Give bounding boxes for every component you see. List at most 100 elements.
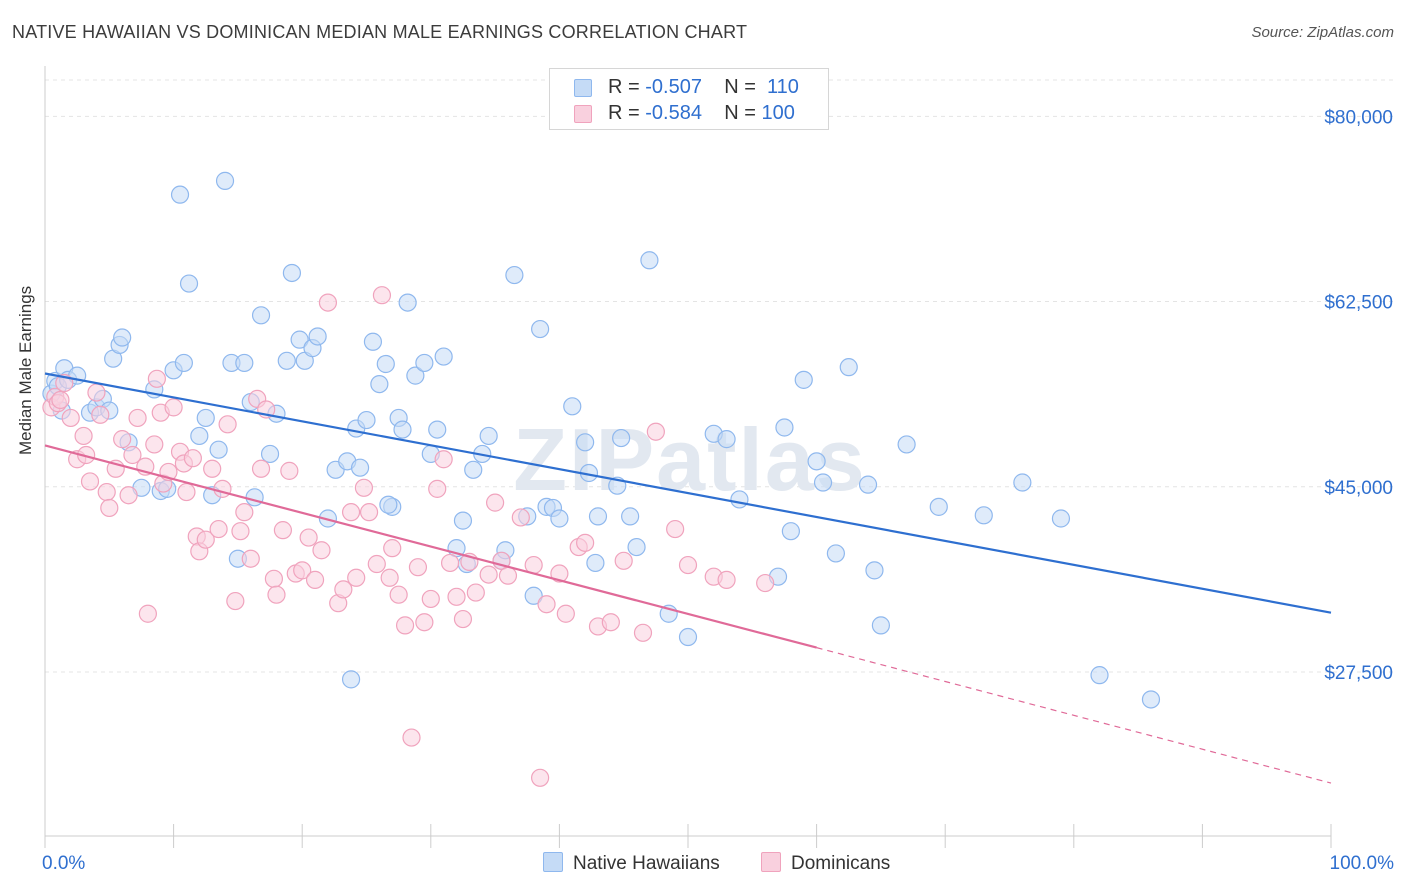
- data-point-dominicans: [318, 293, 338, 312]
- data-point-native-hawaiians: [190, 426, 209, 446]
- data-point-native-hawaiians: [858, 475, 878, 494]
- trend-line-dominicans-extrapolated: [816, 647, 1332, 784]
- data-point-dominicans: [138, 604, 157, 623]
- legend-label-dominicans: Dominicans: [791, 853, 891, 874]
- data-point-dominicans: [177, 482, 196, 502]
- data-point-native-hawaiians: [245, 488, 264, 507]
- data-point-dominicans: [145, 435, 164, 454]
- data-point-dominicans: [646, 422, 665, 441]
- data-point-dominicans: [359, 503, 379, 522]
- y-tick-label: $62,500: [1324, 293, 1393, 314]
- data-point-dominicans: [164, 398, 183, 417]
- legend-r-value: -0.507: [645, 76, 702, 98]
- data-point-native-hawaiians: [807, 452, 826, 471]
- data-point-native-hawaiians: [531, 319, 550, 339]
- data-point-dominicans: [334, 580, 353, 599]
- source-label: Source: ZipAtlas.com: [1251, 24, 1394, 41]
- legend-n-value: 100: [761, 102, 795, 124]
- data-point-native-hawaiians: [640, 251, 659, 270]
- data-point-dominicans: [218, 415, 237, 434]
- legend-swatch-dominicans: [574, 105, 592, 123]
- legend-label-native-hawaiians: Native Hawaiians: [573, 853, 720, 874]
- data-point-dominicans: [183, 449, 202, 468]
- data-point-dominicans: [80, 472, 100, 491]
- legend-n-label: N =: [724, 102, 756, 124]
- bottom-legend-dominicans[interactable]: Dominicans: [761, 852, 890, 875]
- chart-title: NATIVE HAWAIIAN VS DOMINICAN MEDIAN MALE…: [12, 22, 748, 42]
- data-point-dominicans: [498, 566, 518, 585]
- data-point-dominicans: [299, 528, 318, 547]
- data-point-native-hawaiians: [415, 353, 434, 373]
- axes: [44, 66, 1332, 848]
- data-point-dominicans: [61, 408, 80, 428]
- data-point-dominicans: [147, 369, 166, 388]
- data-point-native-hawaiians: [363, 332, 383, 351]
- data-point-dominicans: [241, 549, 260, 568]
- data-point-dominicans: [479, 565, 498, 584]
- data-point-native-hawaiians: [627, 537, 646, 557]
- data-point-dominicans: [395, 616, 415, 635]
- data-point-native-hawaiians: [871, 616, 891, 635]
- data-point-dominicans: [305, 570, 325, 589]
- data-point-dominicans: [466, 583, 485, 602]
- data-point-dominicans: [341, 503, 361, 522]
- data-point-native-hawaiians: [550, 509, 569, 528]
- data-point-native-hawaiians: [1141, 690, 1161, 709]
- legend-n-label: N =: [724, 76, 756, 98]
- y-tick-label: $80,000: [1324, 107, 1393, 128]
- data-point-native-hawaiians: [586, 553, 605, 573]
- data-point-native-hawaiians: [428, 420, 447, 439]
- data-point-dominicans: [312, 541, 331, 560]
- data-point-native-hawaiians: [612, 428, 631, 448]
- data-point-dominicans: [97, 482, 116, 502]
- data-point-native-hawaiians: [379, 495, 398, 514]
- data-point-dominicans: [601, 613, 620, 632]
- data-point-native-hawaiians: [235, 353, 254, 373]
- bottom-legend-native-hawaiians[interactable]: Native Hawaiians: [543, 852, 720, 875]
- data-point-dominicans: [633, 623, 653, 642]
- data-point-native-hawaiians: [398, 293, 417, 312]
- y-tick-label: $27,500: [1324, 663, 1393, 684]
- data-point-dominicans: [251, 459, 271, 478]
- data-point-native-hawaiians: [730, 490, 749, 509]
- data-point-dominicans: [440, 553, 460, 573]
- data-point-dominicans: [486, 493, 505, 512]
- data-point-dominicans: [678, 555, 698, 575]
- data-point-dominicans: [100, 498, 119, 518]
- trend-lines: [44, 372, 1332, 784]
- data-point-dominicans: [383, 539, 402, 558]
- data-point-dominicans: [196, 530, 215, 549]
- data-point-native-hawaiians: [215, 171, 235, 190]
- data-point-native-hawaiians: [929, 497, 948, 516]
- data-point-dominicans: [367, 554, 386, 574]
- correlation-legend: R = -0.507 N = 110 R = -0.584 N = 100: [549, 68, 829, 130]
- data-point-dominicans: [550, 564, 569, 583]
- data-point-dominicans: [614, 551, 633, 570]
- data-point-native-hawaiians: [179, 274, 199, 293]
- data-point-dominicans: [408, 558, 428, 577]
- data-point-dominicans: [421, 589, 440, 609]
- data-point-dominicans: [91, 405, 110, 424]
- data-point-dominicans: [273, 521, 293, 540]
- data-point-native-hawaiians: [434, 347, 453, 366]
- data-point-native-hawaiians: [563, 397, 582, 416]
- data-point-dominicans: [119, 486, 138, 505]
- x-tick-label-min: 0.0%: [42, 853, 86, 874]
- data-points: [42, 171, 1161, 787]
- data-point-native-hawaiians: [479, 426, 498, 446]
- data-point-dominicans: [203, 459, 222, 478]
- data-point-native-hawaiians: [282, 263, 302, 283]
- data-point-dominicans: [293, 561, 312, 580]
- legend-r-label: R =: [608, 102, 640, 124]
- data-point-native-hawaiians: [406, 366, 425, 385]
- data-point-native-hawaiians: [588, 507, 608, 526]
- data-point-native-hawaiians: [290, 330, 309, 349]
- data-point-dominicans: [372, 286, 392, 305]
- data-point-dominicans: [380, 568, 399, 587]
- legend-r-label: R =: [608, 76, 640, 98]
- trend-line-native-hawaiians: [44, 372, 1332, 614]
- data-point-dominicans: [511, 508, 530, 527]
- data-point-native-hawaiians: [464, 460, 483, 479]
- data-point-dominicans: [434, 450, 453, 469]
